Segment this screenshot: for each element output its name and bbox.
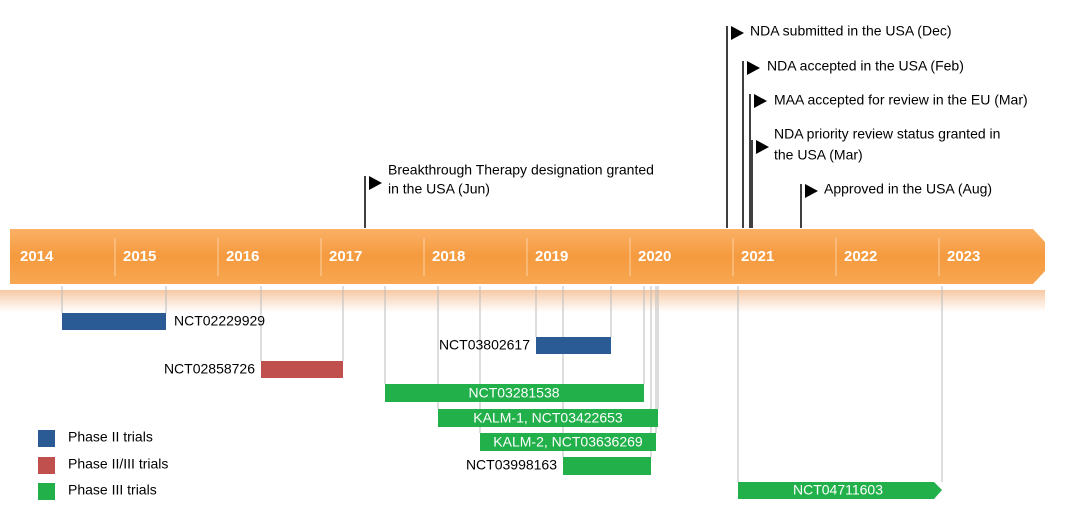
milestone-lines	[364, 26, 818, 228]
band-dividers	[114, 238, 940, 276]
trial-bar	[536, 337, 611, 354]
legend-swatch	[38, 483, 55, 500]
year: 2021	[741, 248, 774, 265]
trial-label: NCT03281538	[468, 385, 559, 401]
trial-bar	[261, 361, 343, 378]
legend: Phase II trials Phase II/III trials Phas…	[38, 429, 168, 500]
year: 2017	[329, 248, 362, 265]
milestones: Breakthrough Therapy designation granted…	[388, 23, 1028, 197]
milestone-label: NDA accepted in the USA (Feb)	[767, 58, 964, 74]
milestone-label: in the USA (Jun)	[388, 181, 490, 197]
trial-guides	[61, 286, 943, 482]
year: 2023	[947, 248, 980, 265]
trial-bar	[738, 482, 942, 499]
year: 2015	[123, 248, 156, 265]
trial-label: NCT03998163	[466, 457, 557, 473]
milestone-label: NDA priority review status granted in	[774, 126, 1000, 142]
band-shadow	[0, 290, 1045, 312]
year: 2014	[20, 248, 54, 265]
trial-label: KALM-2, NCT03636269	[493, 434, 643, 450]
trial-label: NCT03802617	[439, 337, 530, 353]
legend-label: Phase III trials	[68, 482, 157, 498]
year: 2019	[535, 248, 568, 265]
milestone-label: MAA accepted for review in the EU (Mar)	[774, 92, 1028, 108]
trial-bar	[438, 409, 658, 427]
year-labels: 2014 2015 2016 2017 2018 2019 2020 2021 …	[20, 248, 980, 265]
milestone-label: the USA (Mar)	[774, 147, 863, 163]
trial-bar	[385, 384, 644, 402]
year: 2020	[638, 248, 671, 265]
milestone-label: Approved in the USA (Aug)	[824, 181, 992, 197]
trial-label: NCT02858726	[164, 361, 255, 377]
trial-label: NCT02229929	[174, 313, 265, 329]
legend-label: Phase II/III trials	[68, 456, 168, 472]
trials: NCT02229929 NCT02858726 NCT03802617 NCT0…	[62, 313, 942, 499]
legend-swatch	[38, 430, 55, 447]
trial-bar	[62, 313, 166, 330]
year: 2022	[844, 248, 877, 265]
year: 2018	[432, 248, 465, 265]
year: 2016	[226, 248, 259, 265]
trial-label: NCT04711603	[793, 482, 883, 498]
legend-swatch	[38, 457, 55, 474]
trial-bar	[563, 457, 651, 475]
trial-bar	[480, 433, 656, 451]
milestone-label: NDA submitted in the USA (Dec)	[750, 23, 952, 39]
trial-label: KALM-1, NCT03422653	[473, 410, 623, 426]
legend-label: Phase II trials	[68, 429, 153, 445]
milestone-label: Breakthrough Therapy designation granted	[388, 162, 654, 178]
